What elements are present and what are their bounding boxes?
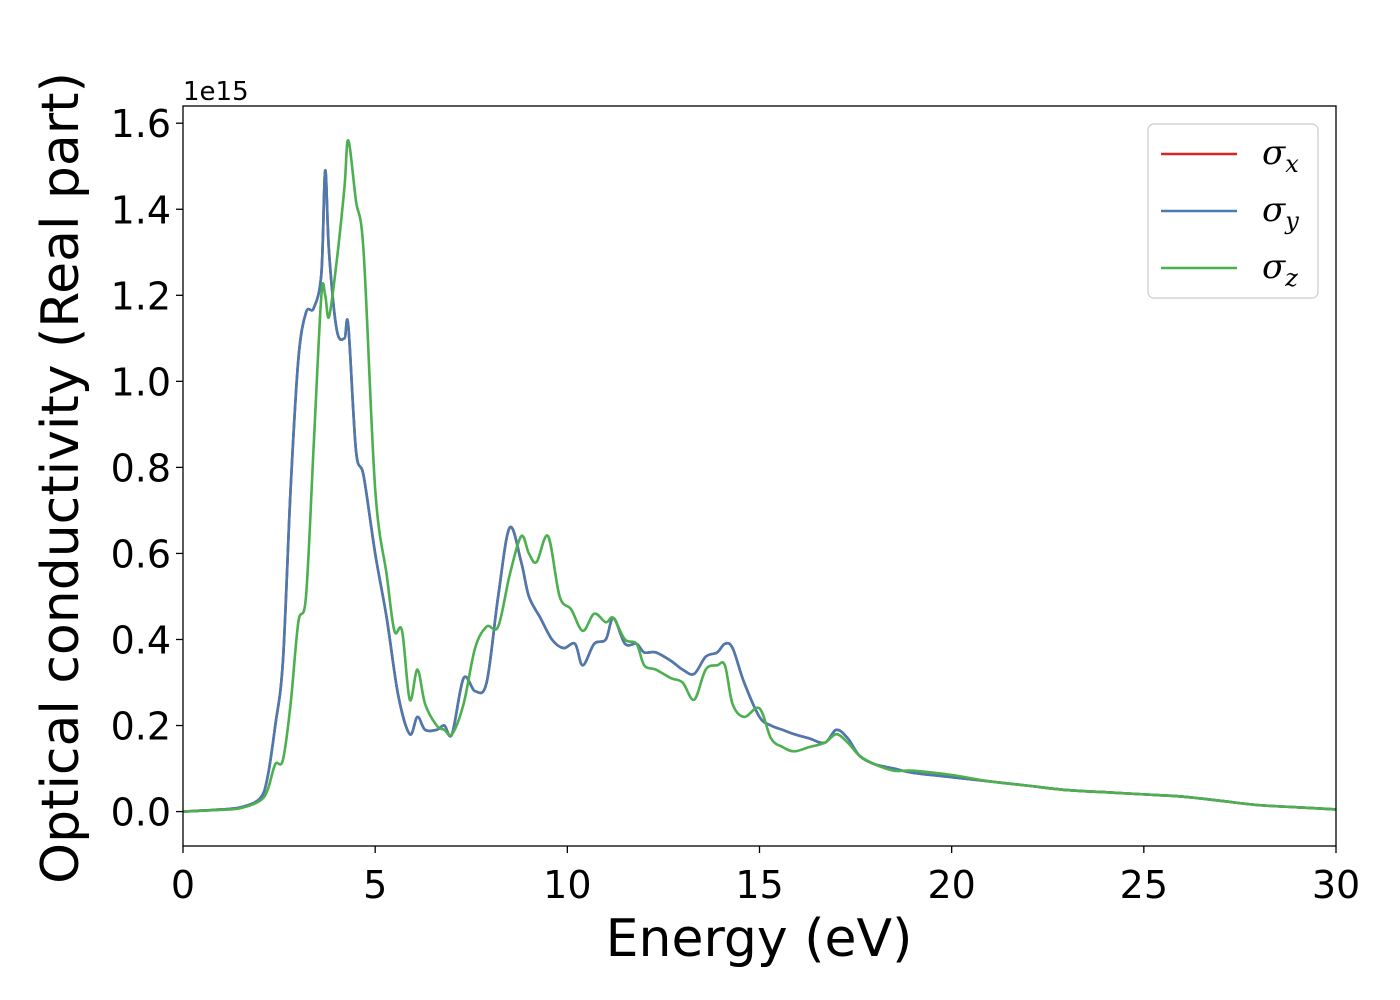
y-tick-label: 0.4 bbox=[111, 618, 171, 662]
x-tick-label: 20 bbox=[927, 863, 975, 907]
y-tick-label: 0.2 bbox=[111, 705, 171, 749]
y-offset-text: 1e15 bbox=[183, 77, 249, 107]
y-tick-label: 1.0 bbox=[111, 360, 171, 404]
y-tick-label: 0.6 bbox=[111, 532, 171, 576]
series-layer bbox=[182, 139, 1337, 813]
legend-label-z: σz bbox=[1262, 247, 1298, 292]
x-tick-label: 5 bbox=[363, 863, 387, 907]
y-tick-label: 0.8 bbox=[111, 446, 171, 490]
series-line-z bbox=[182, 139, 1337, 813]
legend-items: σx σy σz bbox=[1161, 133, 1299, 292]
y-tick-label: 1.2 bbox=[111, 274, 171, 318]
y-axis-title: Optical conductivity (Real part) bbox=[31, 72, 91, 884]
x-tick-label: 15 bbox=[735, 863, 783, 907]
x-tick-label: 10 bbox=[543, 863, 591, 907]
x-tick-label: 30 bbox=[1312, 863, 1360, 907]
legend-label-x: σx bbox=[1262, 133, 1299, 178]
y-axis-ticks: 0.0 0.2 0.4 0.6 0.8 1.0 1.2 1.4 1.6 bbox=[111, 102, 183, 835]
plot-frame bbox=[182, 105, 1337, 847]
legend: σx σy σz bbox=[1147, 123, 1319, 299]
x-axis-title: Energy (eV) bbox=[606, 909, 913, 969]
y-tick-label: 1.4 bbox=[111, 188, 171, 232]
y-tick-label: 0.0 bbox=[111, 791, 171, 835]
x-tick-label: 25 bbox=[1120, 863, 1168, 907]
x-axis-ticks: 0 5 10 15 20 25 30 bbox=[171, 846, 1360, 907]
y-tick-label: 1.6 bbox=[111, 102, 171, 146]
x-tick-label: 0 bbox=[171, 863, 195, 907]
legend-label-y: σy bbox=[1262, 190, 1299, 235]
